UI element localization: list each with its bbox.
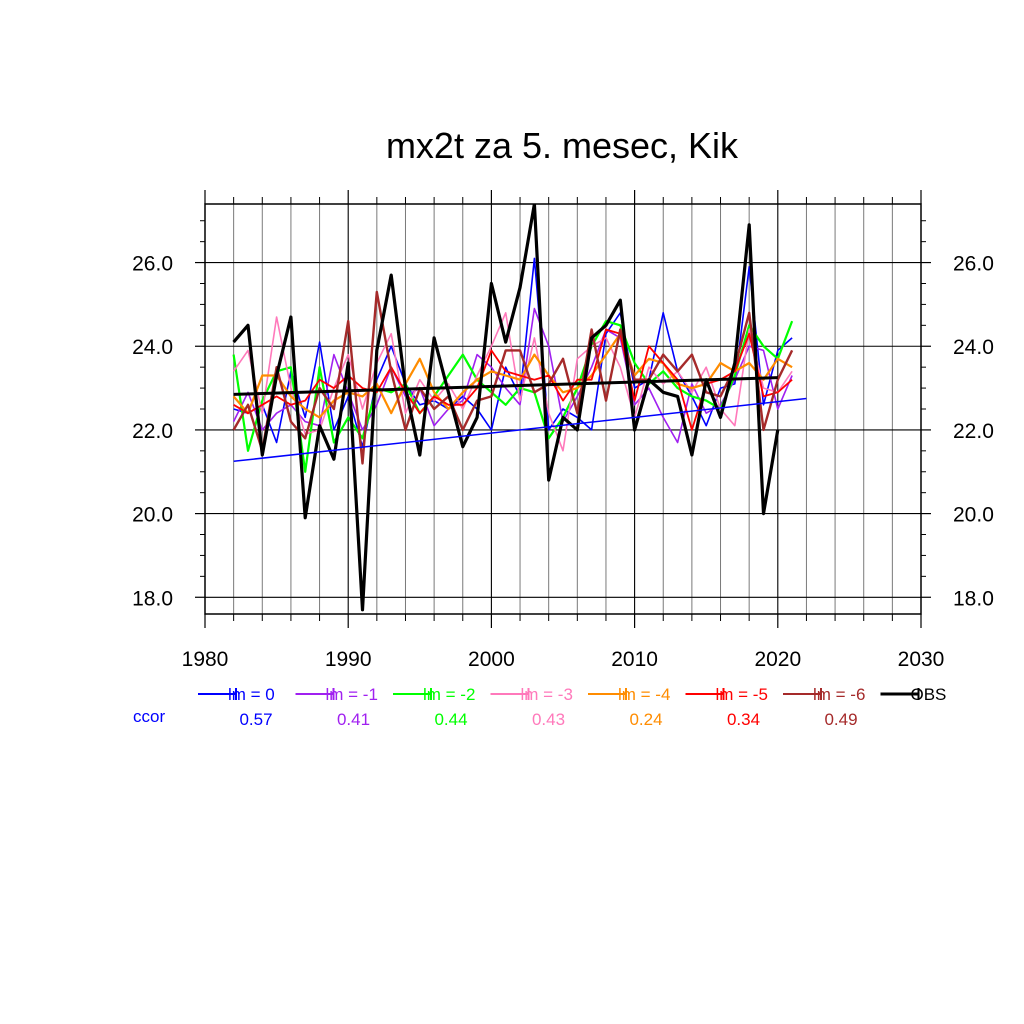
- series-line-2: [232, 320, 794, 473]
- x-tick-label: 2020: [754, 648, 801, 671]
- y-tick-label-right: 24.0: [953, 336, 994, 359]
- ccor-value-4: 0.24: [629, 710, 662, 729]
- ccor-value-6: 0.49: [824, 710, 857, 729]
- y-tick-label-left: 24.0: [132, 336, 173, 359]
- axis-ticks: [195, 190, 931, 628]
- legend-label-7: OBS: [911, 685, 947, 704]
- series-line-7: [232, 204, 780, 612]
- ccor-label: ccor: [133, 707, 165, 726]
- y-tick-label-right: 22.0: [953, 420, 994, 443]
- plot-frame: [204, 203, 922, 615]
- legend-label-6: lm = -6: [813, 685, 865, 704]
- grid-lines: [205, 204, 921, 614]
- series-line-6: [232, 290, 794, 465]
- legend-label-5: lm = -5: [716, 685, 768, 704]
- y-tick-label-left: 22.0: [132, 420, 173, 443]
- x-tick-label: 2010: [611, 648, 658, 671]
- legend-label-4: lm = -4: [618, 685, 670, 704]
- x-tick-label: 1980: [182, 648, 229, 671]
- y-tick-label-left: 18.0: [132, 587, 173, 610]
- trend-line-7: [233, 376, 778, 396]
- ccor-value-0: 0.57: [239, 710, 272, 729]
- y-tick-label-right: 20.0: [953, 504, 994, 527]
- series-lines: [232, 204, 794, 612]
- y-tick-label-left: 26.0: [132, 253, 173, 276]
- legend-label-1: lm = -1: [326, 685, 378, 704]
- x-tick-label: 1990: [325, 648, 372, 671]
- axis-tick-labels: 1980 1990 2000 2010 2020 2030 18.0 18.0 20.0 20.0…: [132, 253, 994, 671]
- trend-lines: [233, 376, 807, 463]
- series-line-4: [232, 332, 793, 419]
- legend: lm = 0 0.57 lm = -1 0.41 lm = -2 0.44 lm = -3 0…: [133, 685, 946, 729]
- x-tick-label: 2030: [898, 648, 945, 671]
- ccor-value-5: 0.34: [727, 710, 760, 729]
- legend-label-0: lm = 0: [228, 685, 275, 704]
- y-tick-label-right: 18.0: [953, 587, 994, 610]
- ccor-value-2: 0.44: [434, 710, 467, 729]
- chart-title: mx2t za 5. mesec, Kik: [386, 125, 739, 166]
- y-tick-label-right: 26.0: [953, 253, 994, 276]
- x-tick-label: 2000: [468, 648, 515, 671]
- legend-label-3: lm = -3: [521, 685, 573, 704]
- series-line-5: [233, 328, 793, 431]
- ccor-value-3: 0.43: [532, 710, 565, 729]
- y-tick-label-left: 20.0: [132, 504, 173, 527]
- legend-label-2: lm = -2: [423, 685, 475, 704]
- trend-line-0: [233, 397, 807, 463]
- ccor-value-1: 0.41: [337, 710, 370, 729]
